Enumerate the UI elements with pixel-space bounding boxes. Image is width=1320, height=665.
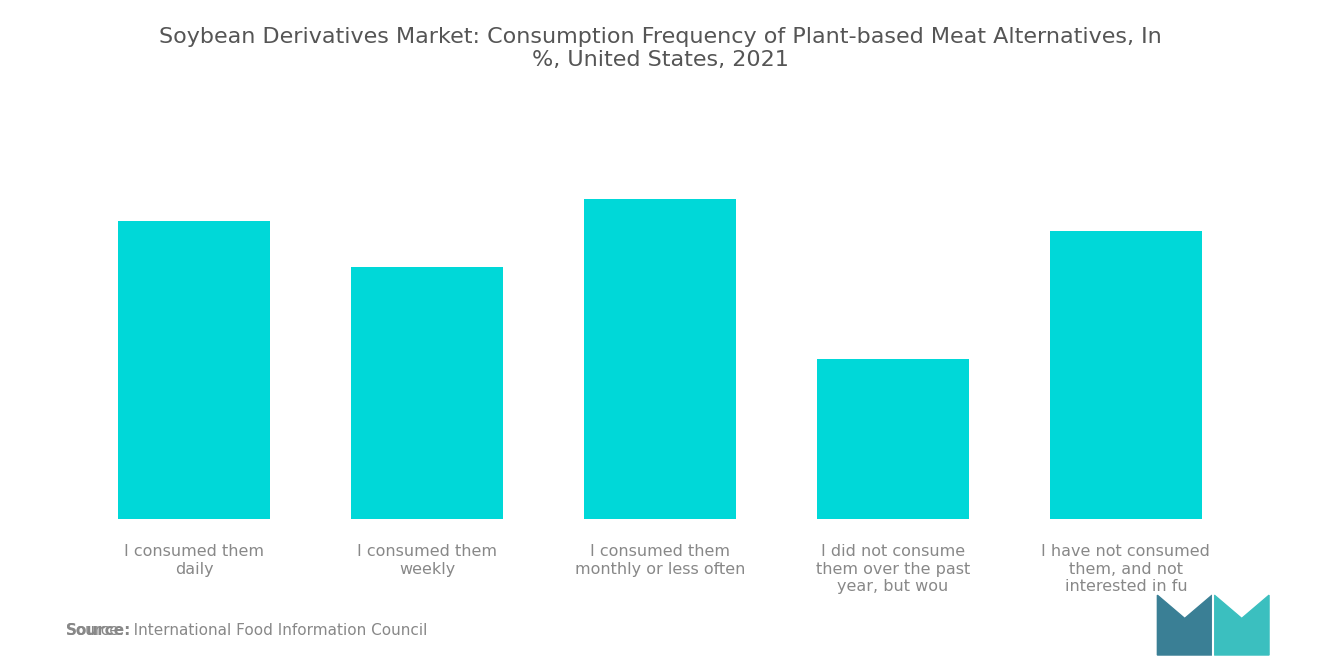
- Bar: [817, 358, 969, 519]
- Polygon shape: [1158, 595, 1212, 655]
- Bar: [351, 267, 503, 519]
- Text: Source:  International Food Information Council: Source: International Food Information C…: [66, 623, 428, 638]
- Text: Soybean Derivatives Market: Consumption Frequency of Plant-based Meat Alternativ: Soybean Derivatives Market: Consumption …: [158, 27, 1162, 70]
- Text: I consumed them
daily: I consumed them daily: [124, 545, 264, 577]
- Text: I did not consume
them over the past
year, but wou: I did not consume them over the past yea…: [816, 545, 970, 594]
- Polygon shape: [1214, 595, 1269, 655]
- Text: I consumed them
monthly or less often: I consumed them monthly or less often: [574, 545, 746, 577]
- Text: Source:: Source:: [66, 623, 132, 638]
- Bar: [119, 221, 269, 519]
- Text: I consumed them
weekly: I consumed them weekly: [356, 545, 498, 577]
- Text: I have not consumed
them, and not
interested in fu: I have not consumed them, and not intere…: [1041, 545, 1210, 594]
- Bar: [585, 199, 735, 519]
- Bar: [1051, 231, 1201, 519]
